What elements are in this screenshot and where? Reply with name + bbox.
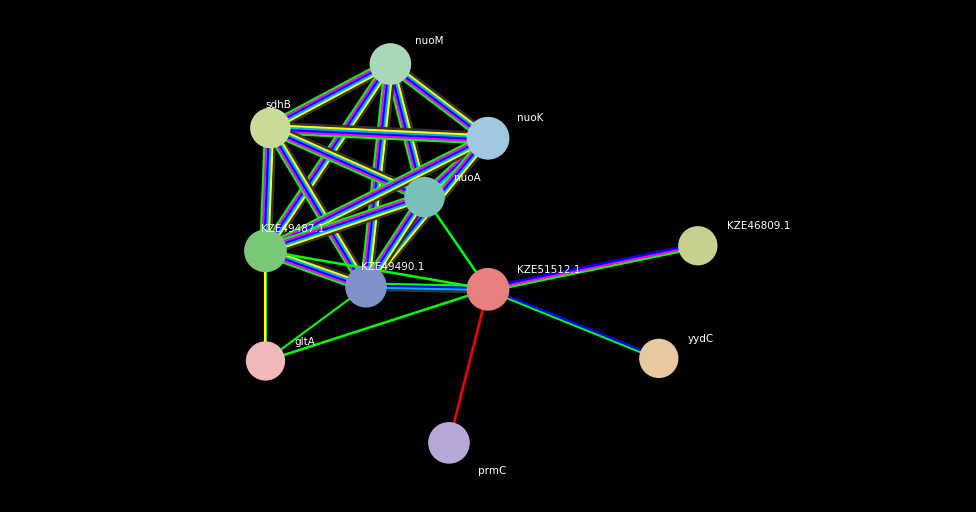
Text: nuoK: nuoK xyxy=(517,113,544,123)
Point xyxy=(263,124,278,132)
Text: prmC: prmC xyxy=(478,466,507,476)
Point xyxy=(258,247,273,255)
Point xyxy=(651,354,667,362)
Text: KZE49490.1: KZE49490.1 xyxy=(361,262,425,272)
Point xyxy=(383,60,398,68)
Text: KZE51512.1: KZE51512.1 xyxy=(517,265,581,275)
Point xyxy=(417,193,432,201)
Text: nuoM: nuoM xyxy=(415,36,443,46)
Point xyxy=(358,283,374,291)
Text: KZE46809.1: KZE46809.1 xyxy=(727,221,791,231)
Text: nuoA: nuoA xyxy=(454,173,480,183)
Point xyxy=(441,439,457,447)
Text: gltA: gltA xyxy=(295,336,315,347)
Text: sdhB: sdhB xyxy=(265,100,292,110)
Point xyxy=(258,357,273,365)
Point xyxy=(480,285,496,293)
Text: KZE49487.1: KZE49487.1 xyxy=(261,224,324,234)
Text: yydC: yydC xyxy=(688,334,714,344)
Point xyxy=(480,134,496,142)
Point xyxy=(690,242,706,250)
